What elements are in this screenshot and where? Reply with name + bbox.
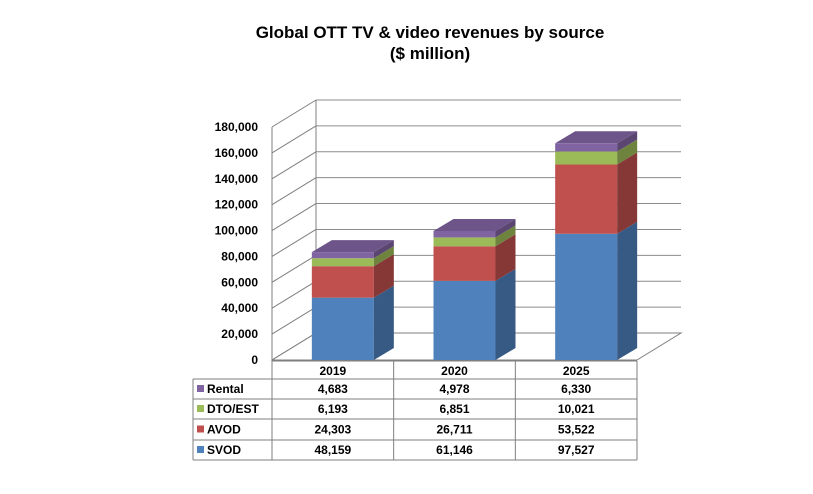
data-label: 97,527 <box>558 443 595 457</box>
legend-label-dtoest: DTO/EST <box>207 402 259 416</box>
bar-side <box>617 139 638 165</box>
bar-side <box>617 221 638 360</box>
bar-avod-2020 <box>433 246 496 281</box>
data-label: 26,711 <box>436 423 472 437</box>
bar-dtoest-2025 <box>555 151 618 165</box>
y-tick-label: 0 <box>251 353 258 367</box>
gridline-diagonal <box>271 254 317 283</box>
legend-swatch-avod <box>197 425 204 433</box>
bar-rental-2019 <box>311 252 374 259</box>
bar-side <box>617 131 638 152</box>
y-tick-label: 100,000 <box>215 224 259 238</box>
bar-side <box>495 225 516 247</box>
bar-top <box>311 240 394 253</box>
data-label: 48,159 <box>314 443 351 457</box>
gridline-diagonal <box>271 306 317 335</box>
chart-title-main: Global OTT TV & video revenues by source <box>255 23 605 42</box>
bar-svod-2019 <box>311 297 374 360</box>
bar-rental-2025 <box>555 143 618 152</box>
data-table: 2019 2020 2025 Rental 4,683 4,978 6,330 DTO/EST… <box>192 360 638 461</box>
data-label: 6,193 <box>318 402 348 416</box>
gridline-diagonal <box>271 125 317 154</box>
bar-side <box>495 268 516 360</box>
data-label: 4,978 <box>439 382 469 396</box>
gridline-diagonal <box>271 177 317 206</box>
x-category-label: 2019 <box>319 364 346 378</box>
data-label: 4,683 <box>318 382 348 396</box>
y-tick-label: 60,000 <box>221 275 258 289</box>
data-label: 53,522 <box>558 423 595 437</box>
y-tick-label: 20,000 <box>221 327 258 341</box>
data-label: 10,021 <box>558 402 595 416</box>
chart-title-sub: ($ million) <box>389 44 471 63</box>
bar-top <box>433 218 516 231</box>
legend-label-svod: SVOD <box>207 443 241 457</box>
bar-side <box>373 254 394 298</box>
legend-swatch-rental <box>197 385 204 392</box>
y-tick-label: 120,000 <box>215 198 259 212</box>
x-category-label: 2025 <box>563 364 590 378</box>
data-label: 6,851 <box>439 402 469 416</box>
y-tick-label: 160,000 <box>215 146 259 160</box>
legend-label-rental: Rental <box>207 382 244 396</box>
data-label: 61,146 <box>436 443 473 457</box>
legend-swatch-svod <box>197 446 204 453</box>
y-tick-label: 180,000 <box>215 120 259 134</box>
bar-avod-2025 <box>555 164 618 234</box>
gridline-diagonal <box>271 280 317 309</box>
bars-layer <box>311 131 638 360</box>
y-tick-label: 40,000 <box>221 301 258 315</box>
data-label: 24,303 <box>314 423 351 437</box>
bar-rental-2020 <box>433 230 496 238</box>
x-category-label: 2020 <box>441 364 468 378</box>
y-tick-label: 140,000 <box>215 172 259 186</box>
chart-floor <box>270 332 683 361</box>
bar-side <box>617 152 638 234</box>
bar-dtoest-2020 <box>433 237 496 247</box>
bar-side <box>373 246 394 267</box>
bar-dtoest-2019 <box>311 258 374 267</box>
bar-side <box>373 240 394 259</box>
bar-svod-2020 <box>433 280 496 360</box>
bar-avod-2019 <box>311 266 374 298</box>
chart-title: Global OTT TV & video revenues by source… <box>0 22 813 64</box>
legend-label-avod: AVOD <box>207 423 241 437</box>
bar-side <box>495 218 516 238</box>
bar-side <box>373 285 394 360</box>
legend-swatch-dtoest <box>197 405 204 412</box>
gridline-diagonal <box>271 151 317 180</box>
y-tick-label: 80,000 <box>221 249 258 263</box>
gridline-diagonal <box>271 203 317 231</box>
bar-side <box>495 234 516 281</box>
gridline-diagonal <box>271 229 317 257</box>
gridline-diagonal <box>271 99 317 128</box>
bar-svod-2025 <box>555 233 618 360</box>
bar-top <box>555 131 638 144</box>
data-label: 6,330 <box>561 382 591 396</box>
